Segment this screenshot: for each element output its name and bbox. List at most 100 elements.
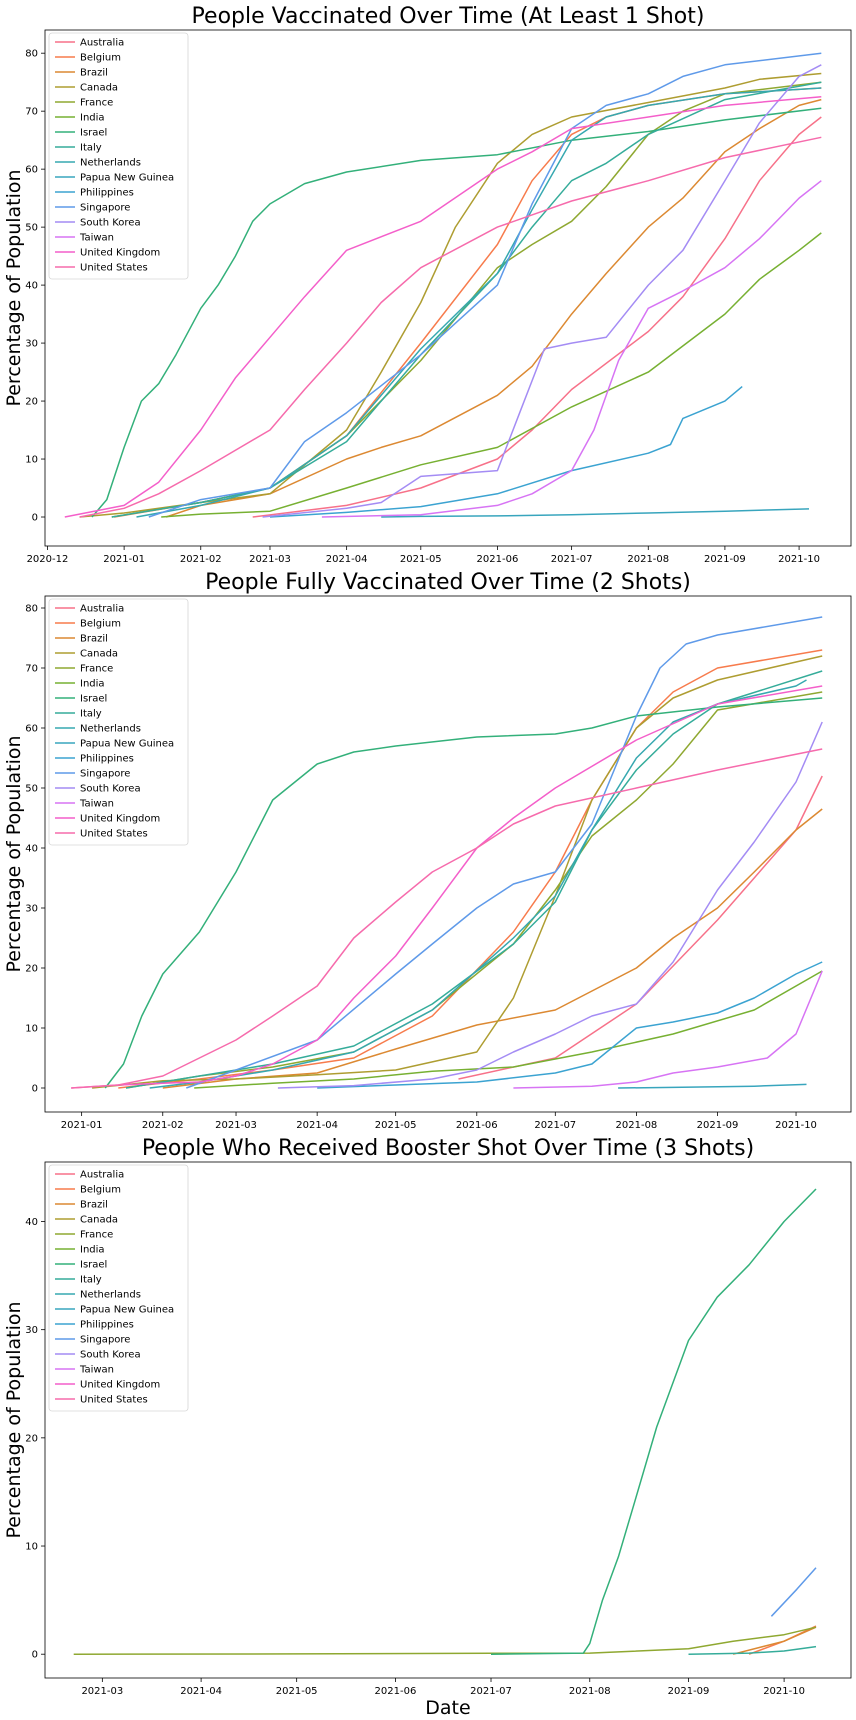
series-line-brazil <box>165 98 822 518</box>
legend-entry: India <box>80 113 105 124</box>
y-tick-label: 70 <box>25 107 38 118</box>
legend-entry: Australia <box>80 604 124 615</box>
legend-entry: United Kingdom <box>80 248 160 259</box>
x-tick-label: 2021-05 <box>400 554 442 565</box>
y-tick-label: 60 <box>25 724 38 735</box>
series-line-canada <box>92 655 823 1089</box>
y-tick-label: 30 <box>25 1325 38 1336</box>
legend-entry: Brazil <box>80 1200 108 1211</box>
legend-entry: United Kingdom <box>80 814 160 825</box>
y-tick-label: 0 <box>32 1650 38 1661</box>
legend-entry: Philippines <box>80 188 134 199</box>
series-line-netherlands <box>136 87 822 518</box>
legend-entry: Singapore <box>80 769 130 780</box>
y-tick-label: 50 <box>25 223 38 234</box>
y-axis-label: Percentage of Population <box>3 735 25 972</box>
x-tick-label: 2020-12 <box>27 554 69 565</box>
legend-entry: India <box>80 679 105 690</box>
legend-entry: Netherlands <box>80 158 141 169</box>
series-line-singapore <box>148 52 822 518</box>
legend: Australia Belgium Brazil Canada France India I… <box>48 32 189 280</box>
y-axis-label: Percentage of Population <box>3 1301 25 1538</box>
legend-entry: United States <box>80 263 148 274</box>
series-line-france <box>111 81 822 518</box>
x-tick-label: 2021-06 <box>375 1686 417 1697</box>
x-tick-label: 2021-10 <box>778 554 820 565</box>
legend-entry: Taiwan <box>79 233 114 244</box>
legend-entry: India <box>80 1245 105 1256</box>
series-line-brazil <box>162 808 823 1089</box>
series-line-france <box>73 1626 817 1655</box>
legend-box <box>48 598 189 846</box>
legend-entry: Australia <box>80 38 124 49</box>
legend-entry: France <box>80 98 113 109</box>
y-tick-label: 80 <box>25 604 38 615</box>
chart-title: People Fully Vaccinated Over Time (2 Sho… <box>205 570 691 595</box>
y-tick-label: 20 <box>25 964 38 975</box>
plot-frame <box>44 1161 852 1679</box>
y-tick-label: 80 <box>25 49 38 60</box>
x-tick-label: 2021-08 <box>627 554 669 565</box>
y-tick-label: 0 <box>32 1084 38 1095</box>
y-tick-label: 30 <box>25 904 38 915</box>
y-tick-label: 20 <box>25 1433 38 1444</box>
legend-entry: Italy <box>80 143 102 154</box>
y-tick-label: 20 <box>25 397 38 408</box>
y-tick-label: 10 <box>25 455 38 466</box>
x-tick-label: 2021-01 <box>103 554 145 565</box>
y-tick-label: 60 <box>25 165 38 176</box>
chart-title: People Who Received Booster Shot Over Ti… <box>142 1136 754 1161</box>
legend-entry: Canada <box>80 649 118 660</box>
y-tick-label: 0 <box>32 513 38 524</box>
x-tick-label: 2021-02 <box>180 554 222 565</box>
y-tick-label: 10 <box>25 1024 38 1035</box>
legend-entry: Israel <box>80 1260 107 1271</box>
series-line-india <box>194 970 823 1089</box>
y-axis-label: Percentage of Population <box>3 169 25 406</box>
y-tick-label: 40 <box>25 281 38 292</box>
series-line-taiwan <box>513 970 823 1089</box>
series-line-united-kingdom <box>64 95 822 518</box>
legend-entry: Singapore <box>80 1335 130 1346</box>
legend-entry: Taiwan <box>79 1365 114 1376</box>
legend-entry: Israel <box>80 128 107 139</box>
x-tick-label: 2021-04 <box>180 1686 222 1697</box>
legend-entry: United States <box>80 829 148 840</box>
x-tick-label: 2021-01 <box>61 1120 103 1131</box>
legend-entry: Brazil <box>80 634 108 645</box>
plot-frame <box>44 595 852 1113</box>
legend-entry: Papua New Guinea <box>80 173 174 184</box>
series-line-netherlands <box>149 679 807 1089</box>
legend-entry: France <box>80 1230 113 1241</box>
x-tick-label: 2021-07 <box>551 554 593 565</box>
series-line-brazil <box>732 1626 817 1655</box>
legend-entry: Papua New Guinea <box>80 1305 174 1316</box>
x-tick-label: 2021-06 <box>456 1120 498 1131</box>
x-tick-label: 2021-03 <box>81 1686 123 1697</box>
series-line-italy <box>111 81 822 518</box>
series-line-south-korea <box>277 721 823 1089</box>
legend-entry: Canada <box>80 83 118 94</box>
x-tick-label: 2021-09 <box>697 1120 739 1131</box>
series-line-israel <box>104 697 823 1089</box>
legend-entry: South Korea <box>80 784 141 795</box>
y-tick-label: 30 <box>25 339 38 350</box>
series-line-united-states <box>79 136 822 518</box>
legend-entry: Philippines <box>80 1320 134 1331</box>
x-tick-label: 2021-09 <box>668 1686 710 1697</box>
legend-entry: Australia <box>80 1170 124 1181</box>
legend-entry: South Korea <box>80 218 141 229</box>
series-line-papua-new-guinea <box>618 1083 807 1089</box>
x-tick-label: 2021-03 <box>215 1120 257 1131</box>
plot-frame <box>44 29 852 547</box>
x-tick-label: 2021-09 <box>704 554 746 565</box>
legend-entry: Papua New Guinea <box>80 739 174 750</box>
legend-box <box>48 1164 189 1412</box>
legend-entry: Brazil <box>80 68 108 79</box>
legend-entry: Belgium <box>80 1185 121 1196</box>
chart-panel-3: 0 10 20 30 40 2021-03 2021-04 2021-05 2021-06 202… <box>3 1136 852 1719</box>
legend-entry: Philippines <box>80 754 134 765</box>
series-line-italy <box>688 1645 817 1655</box>
x-tick-label: 2021-07 <box>470 1686 512 1697</box>
